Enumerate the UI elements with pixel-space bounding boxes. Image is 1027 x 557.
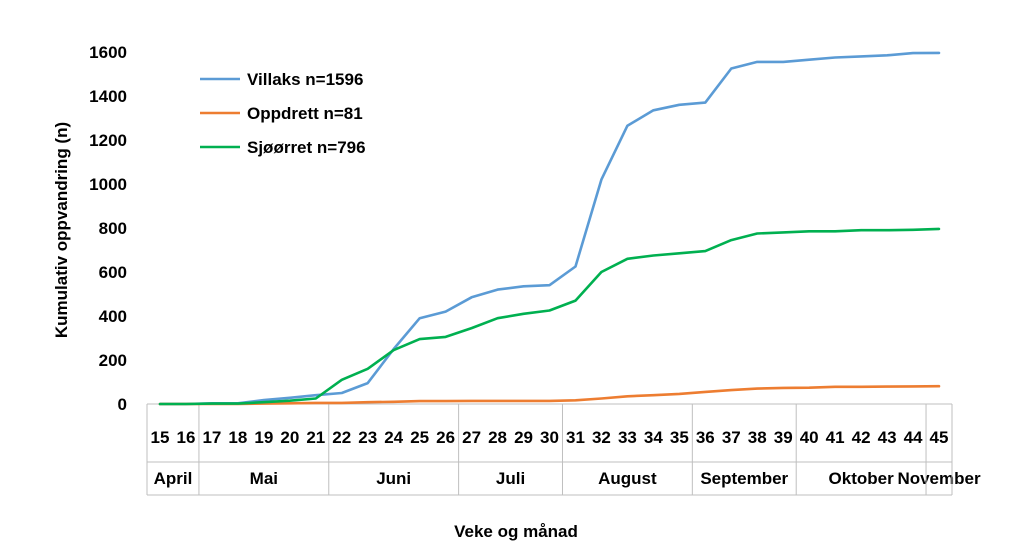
x-tick-label: 29 xyxy=(514,428,533,447)
x-tick-label: 35 xyxy=(670,428,689,447)
x-tick-label: 30 xyxy=(540,428,559,447)
x-tick-label: 34 xyxy=(644,428,663,447)
x-tick-label: 16 xyxy=(176,428,195,447)
month-label: Juli xyxy=(496,469,525,488)
x-tick-label: 20 xyxy=(280,428,299,447)
x-tick-label: 38 xyxy=(748,428,767,447)
x-tick-label: 32 xyxy=(592,428,611,447)
y-tick-label: 0 xyxy=(118,395,127,414)
month-label: November xyxy=(897,469,981,488)
x-tick-label: 27 xyxy=(462,428,481,447)
series-line-2 xyxy=(158,384,941,406)
x-tick-label: 43 xyxy=(878,428,897,447)
x-tick-label: 18 xyxy=(228,428,247,447)
series-line-3 xyxy=(158,227,941,406)
legend-label: Oppdrett n=81 xyxy=(247,104,363,123)
x-tick-label: 31 xyxy=(566,428,585,447)
month-label: Juni xyxy=(376,469,411,488)
x-tick-label: 23 xyxy=(358,428,377,447)
month-label: Mai xyxy=(250,469,278,488)
x-axis-title: Veke og månad xyxy=(454,522,578,541)
legend: Villaks n=1596 Oppdrett n=81 Sjøørret n=79… xyxy=(200,70,366,157)
y-tick-label: 600 xyxy=(99,263,127,282)
x-tick-label: 36 xyxy=(696,428,715,447)
x-tick-label: 41 xyxy=(826,428,845,447)
x-tick-label: 15 xyxy=(151,428,170,447)
x-tick-label: 39 xyxy=(774,428,793,447)
x-tick-label: 22 xyxy=(332,428,351,447)
x-tick-label: 26 xyxy=(436,428,455,447)
x-tick-label: 17 xyxy=(202,428,221,447)
series-line-1 xyxy=(158,51,941,406)
x-tick-label: 40 xyxy=(800,428,819,447)
y-tick-label: 1600 xyxy=(89,43,127,62)
month-label: August xyxy=(598,469,657,488)
x-tick-label: 25 xyxy=(410,428,429,447)
x-axis: 15 16 17 18 19 20 21 22 23 24 25 26 27 28 29 30 31 32 33 34… xyxy=(146,403,981,496)
month-label: September xyxy=(700,469,788,488)
series-lines xyxy=(158,51,941,406)
x-tick-label: 24 xyxy=(384,428,403,447)
x-tick-label: 44 xyxy=(904,428,923,447)
x-tick-label: 19 xyxy=(254,428,273,447)
x-tick-label: 21 xyxy=(306,428,325,447)
x-tick-label: 28 xyxy=(488,428,507,447)
y-tick-label: 800 xyxy=(99,219,127,238)
y-tick-label: 1200 xyxy=(89,131,127,150)
y-tick-label: 200 xyxy=(99,351,127,370)
y-tick-label: 1400 xyxy=(89,87,127,106)
legend-label: Sjøørret n=796 xyxy=(247,138,366,157)
x-tick-label: 45 xyxy=(930,428,949,447)
y-axis-title: Kumulativ oppvandring (n) xyxy=(52,122,71,338)
y-tick-label: 400 xyxy=(99,307,127,326)
x-tick-label: 42 xyxy=(852,428,871,447)
legend-label: Villaks n=1596 xyxy=(247,70,363,89)
x-tick-label: 37 xyxy=(722,428,741,447)
month-label: Oktober xyxy=(829,469,895,488)
y-tick-label: 1000 xyxy=(89,175,127,194)
month-label: April xyxy=(154,469,193,488)
x-tick-label: 33 xyxy=(618,428,637,447)
y-axis: 0 200 400 600 800 1000 1200 1400 1600 xyxy=(89,43,127,414)
